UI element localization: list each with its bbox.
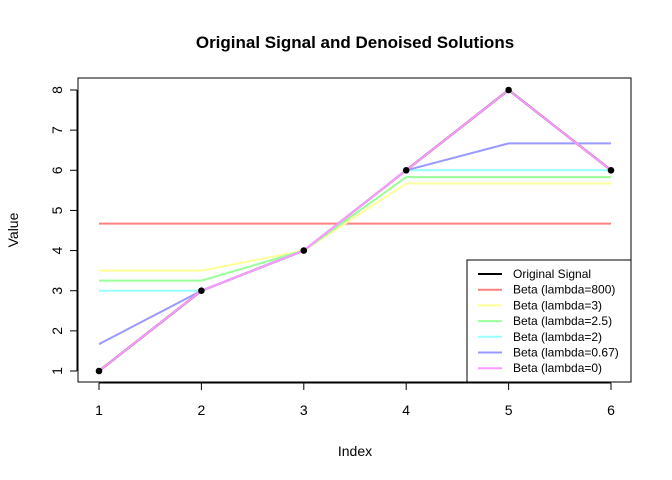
legend-label: Beta (lambda=2) [513, 330, 602, 344]
data-point [607, 166, 615, 174]
y-tick-label: 2 [49, 327, 65, 335]
legend-label: Original Signal [513, 267, 591, 281]
x-tick-label: 5 [505, 402, 513, 418]
series-line [99, 182, 611, 272]
legend-label: Beta (lambda=3) [513, 298, 602, 312]
series-line [98, 89, 612, 372]
y-tick-label: 7 [49, 126, 65, 134]
series-line [99, 176, 611, 282]
chart-title: Original Signal and Denoised Solutions [196, 33, 514, 52]
data-point [95, 367, 103, 375]
data-point [198, 287, 205, 295]
y-tick-label: 3 [49, 287, 65, 295]
legend-label: Beta (lambda=0) [513, 361, 602, 375]
data-point [300, 247, 308, 254]
x-axis-ticks: 1 2 3 4 5 6 [95, 383, 615, 418]
y-tick-label: 5 [49, 206, 65, 214]
y-tick-label: 6 [49, 166, 65, 174]
x-tick-label: 3 [300, 402, 308, 418]
legend-label: Beta (lambda=0.67) [513, 346, 619, 360]
data-point [505, 86, 512, 94]
data-point [402, 166, 410, 174]
y-tick-label: 8 [49, 86, 65, 94]
x-axis-label: Index [338, 443, 372, 459]
plot-frame [77, 77, 632, 383]
y-axis-ticks: 1 2 3 4 5 6 7 8 [49, 86, 77, 375]
series-layer [98, 88, 612, 372]
legend-label: Beta (lambda=800) [513, 283, 615, 297]
x-tick-label: 1 [95, 402, 103, 418]
y-tick-label: 1 [49, 367, 65, 375]
y-axis-label: Value [5, 212, 21, 247]
points-layer [95, 86, 615, 375]
x-tick-label: 6 [607, 402, 615, 418]
legend-label: Beta (lambda=2.5) [513, 314, 612, 328]
y-tick-label: 4 [49, 246, 65, 254]
x-tick-label: 2 [198, 402, 206, 418]
x-tick-label: 4 [402, 402, 410, 418]
